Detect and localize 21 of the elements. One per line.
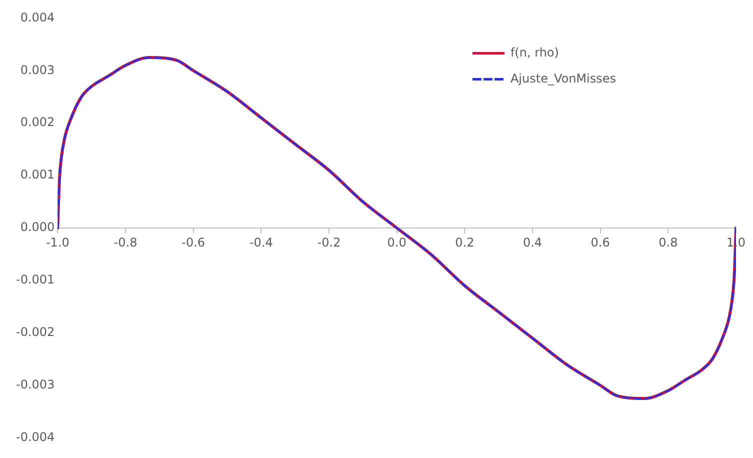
x-tick-label: 0.0 <box>387 235 406 250</box>
x-tick-label: 0.8 <box>658 235 678 250</box>
x-tick-label: -0.2 <box>317 235 341 250</box>
y-tick-label: -0.004 <box>16 430 55 444</box>
x-tick-label: 0.2 <box>455 235 474 250</box>
y-tick-label: 0.000 <box>20 220 55 234</box>
x-tick-label: -0.6 <box>182 235 206 250</box>
y-tick-label: 0.002 <box>20 115 55 130</box>
x-tick-label: -0.4 <box>249 235 273 250</box>
x-tick-label: 0.4 <box>522 235 542 250</box>
x-tick-label: -1.0 <box>46 235 70 250</box>
x-tick-label: 0.6 <box>590 235 610 250</box>
y-tick-label: 0.001 <box>20 168 55 182</box>
legend-label: Ajuste_VonMisses <box>510 71 616 86</box>
y-tick-label: -0.003 <box>16 377 55 392</box>
y-tick-label: 0.003 <box>20 62 55 77</box>
x-tick-label: -0.8 <box>114 235 138 250</box>
y-tick-label: -0.001 <box>16 272 55 287</box>
y-tick-label: -0.002 <box>16 325 55 340</box>
legend-label: f(n, rho) <box>510 45 559 60</box>
y-tick-label: 0.004 <box>20 10 55 24</box>
